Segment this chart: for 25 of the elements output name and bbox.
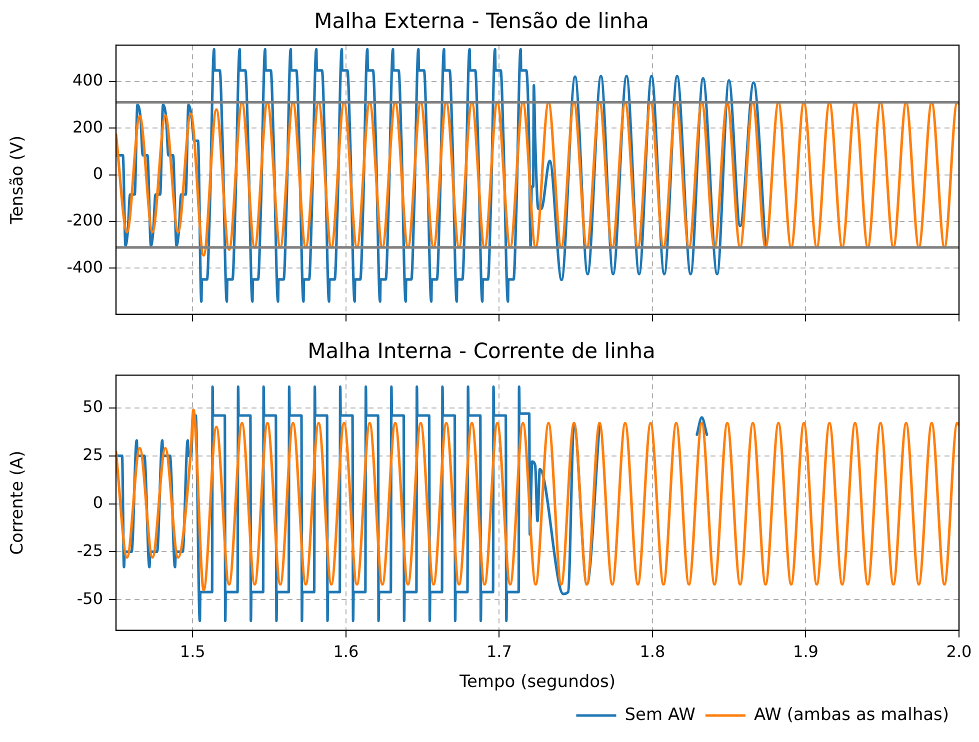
legend-label: AW (ambas as malhas) [754,704,950,725]
line-series [116,408,959,592]
line-series [116,101,959,257]
y-tick-label: 200 [72,117,103,136]
x-tick-label: 1.8 [640,642,666,662]
y-tick-label: -50 [76,588,103,608]
y-axis-title: Corrente (A) [8,450,28,555]
y-tick-label: 0 [92,164,103,184]
y-tick-label: 25 [82,444,103,464]
y-axis-title: Tensão (V) [8,135,28,226]
y-tick-label: -200 [66,210,103,230]
chart-title: Malha Interna - Corrente de linha [308,339,656,364]
x-axis-title: Tempo (segundos) [458,672,616,692]
x-tick-label: 1.7 [486,642,512,662]
x-tick-label: 1.6 [333,642,359,662]
y-tick-label: 50 [82,396,103,416]
x-tick-label: 2.0 [946,642,972,662]
x-tick-label: 1.5 [180,642,206,662]
y-tick-label: 0 [92,492,103,512]
x-tick-label: 1.9 [793,642,818,662]
legend-label: Sem AW [624,704,696,725]
chart-title: Malha Externa - Tensão de linha [314,9,649,34]
y-tick-label: -400 [66,257,103,276]
y-tick-label: -25 [76,540,103,560]
y-tick-label: 400 [72,70,103,90]
